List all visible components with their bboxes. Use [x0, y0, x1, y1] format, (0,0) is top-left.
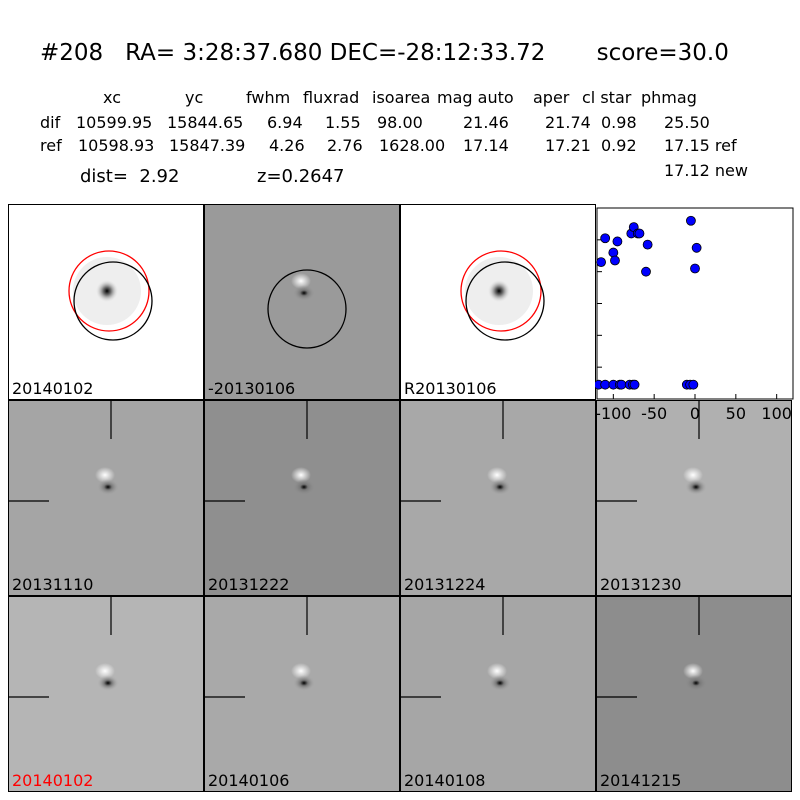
x-tick-label: 0 — [690, 404, 700, 423]
column-header: xc — [103, 88, 121, 107]
column-header: fwhm — [246, 88, 291, 107]
data-point — [691, 242, 702, 253]
x-tick-label: -50 — [641, 404, 667, 423]
cutout-panel: 20131230 — [596, 400, 792, 596]
table-cell: 15844.65 — [167, 113, 244, 132]
panel-date-label: 20131224 — [404, 575, 486, 594]
data-point — [690, 263, 700, 274]
column-header: aper — [533, 88, 570, 107]
panel-date-label: 20131110 — [12, 575, 94, 594]
table-cell: 0.98 — [601, 113, 637, 132]
cutout-panel: 20141215 — [596, 596, 792, 792]
panel-date-label: 20140108 — [404, 771, 486, 790]
data-point — [688, 379, 699, 390]
phmag-new: 17.12 new — [664, 161, 748, 180]
table-cell: 17.15 ref — [664, 136, 737, 155]
plot-frame — [596, 207, 794, 400]
cutout-panel: R20130106 — [400, 204, 596, 400]
z-readout: z=0.2647 — [257, 166, 345, 187]
panel-date-label: 20140106 — [208, 771, 290, 790]
cutout-panel: 20140108 — [400, 596, 596, 792]
table-cell: 98.00 — [377, 113, 423, 132]
table-cell: 17.14 — [463, 136, 509, 155]
panel-date-label: R20130106 — [404, 379, 497, 398]
data-point — [596, 257, 606, 268]
dist-readout: dist= 2.92 — [80, 166, 180, 187]
table-cell: 10599.95 — [76, 113, 153, 132]
data-point — [600, 233, 611, 244]
column-header: yc — [185, 88, 204, 107]
data-point — [608, 247, 619, 258]
table-cell: 2.76 — [327, 136, 363, 155]
dif-aperture-circle — [73, 261, 153, 341]
data-point — [610, 255, 620, 266]
data-point — [629, 379, 640, 390]
x-tick-label: 50 — [726, 404, 746, 423]
panel-date-label: 20141215 — [600, 771, 682, 790]
column-header: mag auto — [437, 88, 514, 107]
panel-date-label: 20140102 — [12, 771, 94, 790]
table-cell: 25.50 — [664, 113, 710, 132]
data-point — [634, 228, 645, 239]
x-tick-label: -100 — [595, 404, 631, 423]
table-cell: 21.46 — [463, 113, 509, 132]
table-cell: 17.21 — [545, 136, 591, 155]
cutout-panel: 20140102 — [8, 204, 204, 400]
table-cell: 1628.00 — [379, 136, 446, 155]
ref-aperture-circle — [68, 250, 150, 332]
data-point — [600, 379, 611, 390]
column-header: fluxrad — [303, 88, 360, 107]
data-point — [641, 266, 651, 277]
row-label: ref — [40, 136, 62, 155]
panel-date-label: 20131222 — [208, 575, 290, 594]
row-label: dif — [40, 113, 61, 132]
cutout-panel: 20140106 — [204, 596, 400, 792]
data-point — [616, 379, 627, 390]
dif-aperture-circle — [267, 269, 347, 349]
data-point — [612, 236, 623, 247]
table-cell: 0.92 — [601, 136, 637, 155]
cutout-panel: 20131222 — [204, 400, 400, 596]
data-point — [686, 215, 696, 226]
cutout-panel: 20140102 — [8, 596, 204, 792]
table-cell: 21.74 — [545, 113, 591, 132]
cutout-panel: -20130106 — [204, 204, 400, 400]
x-tick-label: 100 — [761, 404, 792, 423]
data-point — [642, 239, 653, 250]
cutout-panel: 20131110 — [8, 400, 204, 596]
panel-date-label: -20130106 — [208, 379, 296, 398]
table-cell: 10598.93 — [78, 136, 155, 155]
panel-date-label: 20131230 — [600, 575, 682, 594]
page-title: #208 RA= 3:28:37.680 DEC=-28:12:33.72 sc… — [40, 40, 729, 66]
dif-aperture-circle — [465, 261, 545, 341]
table-cell: 15847.39 — [169, 136, 246, 155]
column-header: cl star — [582, 88, 632, 107]
table-cell: 4.26 — [269, 136, 305, 155]
column-header: phmag — [641, 88, 697, 107]
panel-date-label: 20140102 — [12, 379, 94, 398]
ref-aperture-circle — [460, 250, 542, 332]
column-header: isoarea — [372, 88, 431, 107]
table-cell: 1.55 — [325, 113, 361, 132]
table-cell: 6.94 — [267, 113, 303, 132]
cutout-panel: 20131224 — [400, 400, 596, 596]
